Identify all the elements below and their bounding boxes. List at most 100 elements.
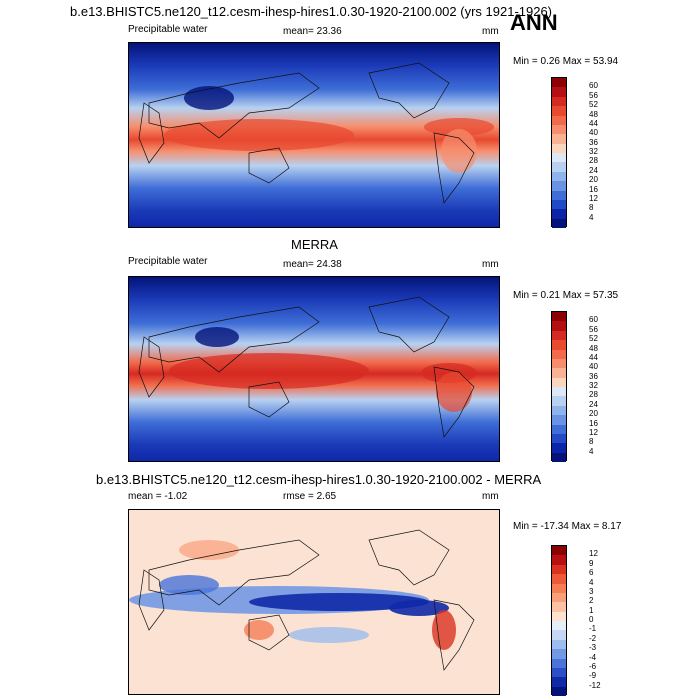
colorbar-tick-label: 12 <box>589 193 598 203</box>
panel1-units-label: mm <box>482 26 499 37</box>
colorbar-swatch <box>552 87 566 97</box>
colorbar-swatch <box>552 649 566 659</box>
colorbar-tick-label: 20 <box>589 175 598 185</box>
colorbar-swatch <box>552 686 566 696</box>
colorbar-swatch <box>552 162 566 172</box>
colorbar-tick-label: 52 <box>589 334 598 344</box>
colorbar-swatch <box>552 611 566 621</box>
colorbar-tick-label: 32 <box>589 381 598 390</box>
colorbar-tick-label: 44 <box>589 118 598 128</box>
colorbar-swatch <box>552 321 566 331</box>
colorbar-swatch <box>552 312 566 322</box>
colorbar-tick-label: 4 <box>589 577 594 587</box>
season-label: ANN <box>510 10 558 35</box>
colorbar-tick-label: 32 <box>589 147 598 156</box>
colorbar-swatch <box>552 433 566 444</box>
colorbar-tick-label: 2 <box>589 596 594 606</box>
colorbar-swatch <box>552 340 566 350</box>
colorbar-swatch <box>552 330 566 341</box>
colorbar-tick-label: 20 <box>589 409 598 419</box>
colorbar-swatch <box>552 115 566 125</box>
colorbar-swatch <box>552 583 566 593</box>
panel3-colorbar <box>551 545 567 696</box>
colorbar-tick-label: 4 <box>589 212 594 222</box>
colorbar-swatch <box>552 368 566 378</box>
colorbar-tick-label: 48 <box>589 343 598 353</box>
colorbar-tick-label: 24 <box>589 399 598 409</box>
colorbar-swatch <box>552 218 566 228</box>
colorbar-swatch <box>552 143 566 153</box>
colorbar-tick-label: 36 <box>589 137 598 147</box>
colorbar-tick-label: 56 <box>589 90 598 100</box>
colorbar-tick-label: 52 <box>589 100 598 110</box>
panel3-rmse-label: rmse = 2.65 <box>283 491 337 502</box>
colorbar-tick-label: -3 <box>589 643 597 653</box>
colorbar-swatch <box>552 677 566 687</box>
colorbar-tick-label: 16 <box>589 184 598 194</box>
panel1-mean-label: mean= 23.36 <box>283 26 342 37</box>
panel1-variable-label: Precipitable water <box>128 24 208 35</box>
panel2-variable-label: Precipitable water <box>128 256 208 267</box>
colorbar-swatch <box>552 358 566 369</box>
colorbar-swatch <box>552 443 566 453</box>
colorbar-swatch <box>552 153 566 163</box>
colorbar-swatch <box>552 639 566 650</box>
colorbar-tick-label: 6 <box>589 568 594 578</box>
colorbar-tick-label: 16 <box>589 418 598 428</box>
colorbar-swatch <box>552 405 566 416</box>
colorbar-swatch <box>552 377 566 387</box>
colorbar-swatch <box>552 592 566 603</box>
panel2-colorbar <box>551 311 567 462</box>
colorbar-tick-label: 9 <box>589 558 594 568</box>
colorbar-tick-label: -6 <box>589 661 597 671</box>
panel2-minmax-label: Min = 0.21 Max = 57.35 <box>513 290 619 301</box>
colorbar-tick-label: -12 <box>589 680 601 690</box>
colorbar-swatch <box>552 574 566 584</box>
panel2-title: MERRA <box>291 237 338 252</box>
colorbar-tick-label: -4 <box>589 652 597 662</box>
colorbar-swatch <box>552 564 566 575</box>
colorbar-tick-label: 36 <box>589 371 598 381</box>
panel2-mean-label: mean= 24.38 <box>283 259 342 270</box>
panel2-merra-map <box>128 276 500 462</box>
colorbar-tick-label: 28 <box>589 390 598 400</box>
colorbar-tick-label: -2 <box>589 633 597 643</box>
colorbar-swatch <box>552 658 566 668</box>
colorbar-tick-label: 28 <box>589 156 598 166</box>
colorbar-swatch <box>552 96 566 107</box>
colorbar-tick-label: 0 <box>589 615 594 624</box>
colorbar-swatch <box>552 190 566 200</box>
colorbar-swatch <box>552 546 566 556</box>
colorbar-tick-label: 4 <box>589 446 594 456</box>
colorbar-tick-label: 48 <box>589 109 598 119</box>
colorbar-tick-label: 12 <box>589 549 598 559</box>
colorbar-tick-label: -9 <box>589 671 597 681</box>
colorbar-swatch <box>552 424 566 434</box>
panel1-minmax-label: Min = 0.26 Max = 53.94 <box>513 56 619 67</box>
panel3-difference-map <box>128 509 500 695</box>
panel1-model-map <box>128 42 500 228</box>
colorbar-swatch <box>552 209 566 219</box>
colorbar-tick-label: 12 <box>589 427 598 437</box>
colorbar-swatch <box>552 106 566 116</box>
colorbar-swatch <box>552 630 566 640</box>
colorbar-swatch <box>552 181 566 191</box>
colorbar-swatch <box>552 199 566 210</box>
colorbar-swatch <box>552 452 566 462</box>
colorbar-swatch <box>552 349 566 359</box>
colorbar-swatch <box>552 602 566 612</box>
colorbar-swatch <box>552 78 566 88</box>
colorbar-swatch <box>552 134 566 144</box>
colorbar-swatch <box>552 667 566 678</box>
colorbar-tick-label: 1 <box>589 605 594 615</box>
colorbar-tick-label: 8 <box>589 203 594 213</box>
panel3-minmax-label: Min = -17.34 Max = 8.17 <box>513 521 622 532</box>
colorbar-tick-label: 24 <box>589 165 598 175</box>
colorbar-swatch <box>552 415 566 425</box>
colorbar-tick-label: 56 <box>589 324 598 334</box>
panel3-title: b.e13.BHISTC5.ne120_t12.cesm-ihesp-hires… <box>96 472 542 487</box>
colorbar-swatch <box>552 555 566 565</box>
colorbar-tick-label: 3 <box>589 586 594 596</box>
main-title: b.e13.BHISTC5.ne120_t12.cesm-ihesp-hires… <box>70 4 553 19</box>
colorbar-swatch <box>552 621 566 631</box>
